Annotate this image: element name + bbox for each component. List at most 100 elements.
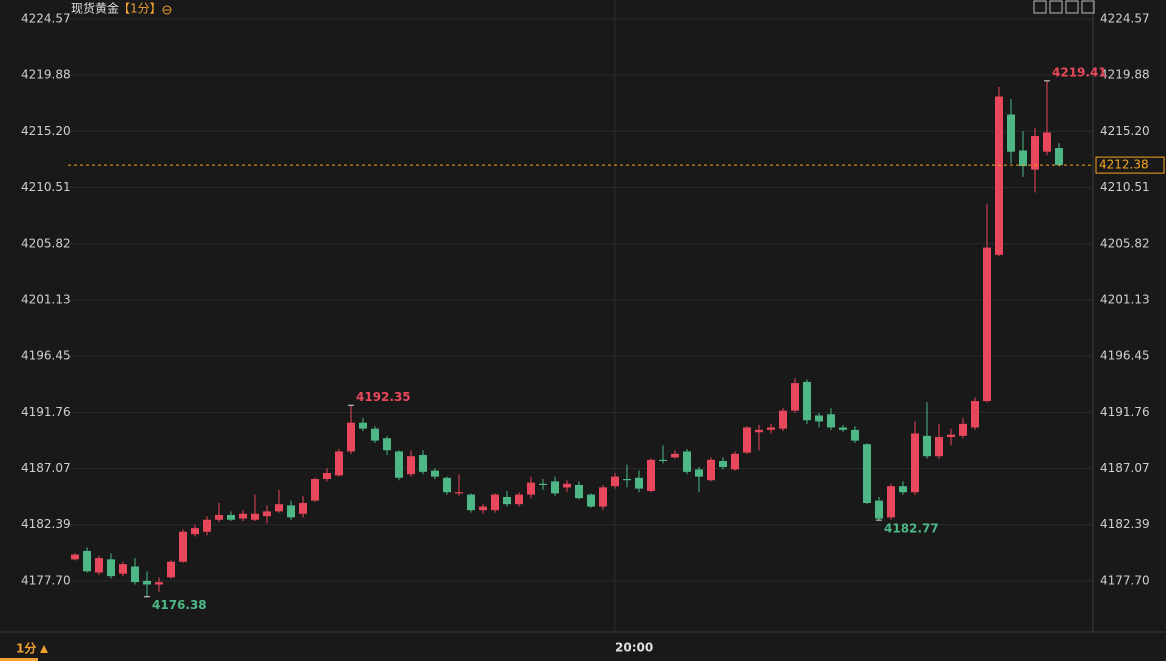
candle-body	[131, 566, 139, 583]
candle-body	[155, 582, 163, 585]
candle-body	[731, 453, 739, 470]
candle-body	[779, 410, 787, 429]
candle-body	[383, 438, 391, 451]
chart-title: 现货黄金	[71, 1, 119, 16]
last-price-label: 4212.38	[1099, 158, 1149, 172]
candle-body	[443, 477, 451, 493]
candle-body	[191, 528, 199, 535]
candle-body	[983, 247, 991, 402]
candle-body	[407, 456, 415, 475]
y-tick-label: 4201.13	[21, 292, 71, 306]
y-tick-label-right: 4201.13	[1100, 292, 1150, 306]
candle-body	[527, 482, 535, 495]
candle-body	[887, 486, 895, 518]
y-tick-label-right: 4187.07	[1100, 461, 1150, 475]
candle-body	[683, 451, 691, 472]
timeframe-underline	[0, 658, 38, 661]
x-tick-label: 20:00	[615, 641, 653, 655]
candle-body	[203, 519, 211, 532]
candle-body	[251, 513, 259, 520]
candle-body	[83, 550, 91, 572]
candle-body	[371, 428, 379, 441]
tool-button[interactable]	[1049, 0, 1063, 14]
candle-body	[947, 434, 955, 438]
y-tick-label-right: 4177.70	[1100, 573, 1150, 587]
timeframe-label[interactable]: 1分	[16, 641, 36, 656]
y-tick-label: 4187.07	[21, 461, 71, 475]
candle-body	[611, 476, 619, 487]
candle-body	[995, 96, 1003, 255]
candle-body	[647, 459, 655, 491]
candle-body	[395, 451, 403, 478]
tool-button[interactable]	[1081, 0, 1095, 14]
candle-body	[671, 453, 679, 458]
candle-body	[863, 444, 871, 503]
y-tick-label-right: 4224.57	[1100, 11, 1150, 25]
marker-label: 4182.77	[884, 522, 939, 536]
tool-button[interactable]	[1065, 0, 1079, 14]
candle-body	[839, 427, 847, 430]
y-tick-label: 4210.51	[21, 180, 71, 194]
last-price-box	[1095, 156, 1165, 174]
y-tick-label: 4219.88	[21, 68, 71, 82]
candle-body	[791, 383, 799, 411]
candle-body	[419, 455, 427, 472]
candle-body	[95, 558, 103, 573]
candle-body	[107, 559, 115, 577]
candle-body	[767, 427, 775, 430]
period-icon[interactable]	[162, 5, 172, 15]
candle-body	[1055, 148, 1063, 166]
candle-body	[335, 451, 343, 476]
candle-body	[479, 506, 487, 511]
candle-body	[239, 513, 247, 519]
candle-body	[659, 459, 667, 462]
candle-body	[1043, 132, 1051, 152]
candle-body	[71, 554, 79, 560]
marker-label: 4176.38	[152, 598, 207, 612]
y-tick-label-right: 4210.51	[1100, 180, 1150, 194]
candle-body	[347, 422, 355, 452]
candle-body	[215, 514, 223, 520]
candle-body	[959, 423, 967, 436]
candle-body	[743, 427, 751, 453]
y-tick-label: 4224.57	[21, 11, 71, 25]
candle-body	[467, 494, 475, 511]
candle-body	[539, 483, 547, 486]
candle-body	[179, 531, 187, 562]
candle-body	[275, 504, 283, 512]
candle-body	[827, 414, 835, 428]
candle-body	[263, 511, 271, 517]
candle-body	[1031, 136, 1039, 170]
toolbar	[1033, 0, 1095, 14]
tool-button[interactable]	[1033, 0, 1047, 14]
y-tick-label-right: 4219.88	[1100, 68, 1150, 82]
candle-body	[935, 437, 943, 457]
candle-body	[227, 514, 235, 520]
candle-body	[803, 381, 811, 421]
candle-body	[311, 479, 319, 501]
candle-body	[971, 401, 979, 428]
y-tick-label: 4177.70	[21, 573, 71, 587]
candle-body	[851, 429, 859, 441]
y-tick-label-right: 4182.39	[1100, 517, 1150, 531]
candle-body	[455, 492, 463, 494]
period-label[interactable]: 【1分】	[118, 2, 162, 16]
y-tick-label-right: 4196.45	[1100, 349, 1150, 363]
candle-body	[119, 564, 127, 574]
timeframe-arrow[interactable]	[40, 645, 48, 653]
candle-body	[299, 502, 307, 514]
candle-body	[503, 496, 511, 505]
y-tick-label-right: 4205.82	[1100, 236, 1150, 250]
candle-body	[563, 483, 571, 488]
candle-body	[491, 494, 499, 511]
y-tick-label: 4205.82	[21, 236, 71, 250]
candle-body	[575, 485, 583, 499]
candle-body	[1007, 114, 1015, 152]
y-tick-label: 4182.39	[21, 517, 71, 531]
candle-body	[359, 422, 367, 429]
candle-body	[923, 435, 931, 457]
candle-body	[143, 580, 151, 585]
y-tick-label: 4191.76	[21, 405, 71, 419]
